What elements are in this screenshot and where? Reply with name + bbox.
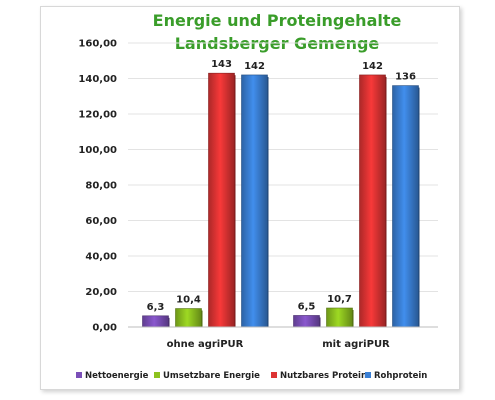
y-tick-label: 120,00 xyxy=(78,110,117,121)
data-label: 143 xyxy=(211,59,232,70)
bar xyxy=(241,74,268,328)
data-label: 6,5 xyxy=(298,301,316,312)
legend-label: Rohprotein xyxy=(374,371,427,381)
legend-label: Nettoenergie xyxy=(85,371,149,381)
data-label: 10,7 xyxy=(327,294,352,305)
legend-label: Nutzbares Protein xyxy=(280,371,367,381)
y-tick-label: 160,00 xyxy=(78,39,117,50)
y-tick-label: 40,00 xyxy=(85,252,117,263)
y-tick-label: 80,00 xyxy=(85,181,117,192)
data-label: 10,4 xyxy=(176,295,201,306)
y-tick-label: 0,00 xyxy=(92,323,117,334)
bar xyxy=(326,307,353,328)
y-tick-label: 60,00 xyxy=(85,216,117,227)
legend-label: Umsetzbare Energie xyxy=(163,371,260,381)
bar xyxy=(142,315,169,328)
legend-swatch xyxy=(154,372,160,378)
bar xyxy=(175,308,202,328)
x-tick-label: ohne agriPUR xyxy=(167,339,244,350)
data-label: 6,3 xyxy=(147,302,165,313)
y-tick-label: 20,00 xyxy=(85,287,117,298)
data-label: 142 xyxy=(362,61,383,72)
chart-title-line-1: Energie und Proteingehalte xyxy=(153,11,402,30)
bar xyxy=(293,315,320,328)
x-tick-label: mit agriPUR xyxy=(322,339,390,350)
legend-swatch xyxy=(76,372,82,378)
bar xyxy=(359,74,386,328)
data-label: 136 xyxy=(395,72,416,83)
y-tick-label: 140,00 xyxy=(78,74,117,85)
bar xyxy=(392,85,419,328)
bar xyxy=(208,72,235,328)
legend-swatch xyxy=(365,372,371,378)
data-label: 142 xyxy=(244,61,265,72)
legend-swatch xyxy=(271,372,277,378)
y-tick-label: 100,00 xyxy=(78,145,117,156)
